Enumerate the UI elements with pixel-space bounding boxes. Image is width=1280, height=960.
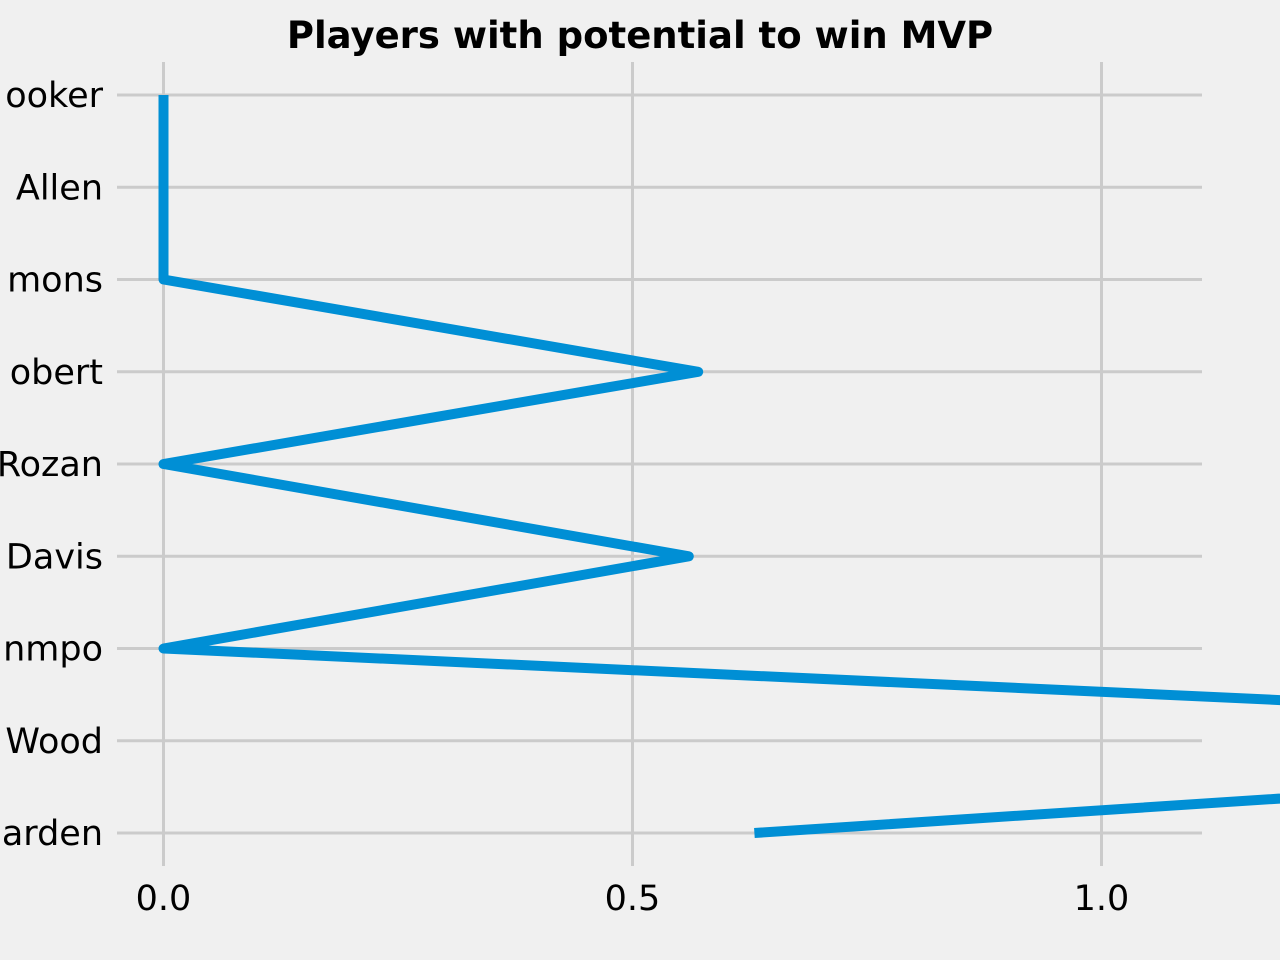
x-axis-tick-labels: 0.00.51.01.52.0 (136, 879, 1130, 919)
y-tick-label: mons (7, 261, 103, 301)
x-tick-label: 0.5 (605, 879, 661, 919)
y-tick-label: ooker (5, 76, 103, 116)
y-tick-label: Davis (6, 537, 103, 577)
series-group (158, 95, 1280, 838)
series-line (158, 95, 1280, 838)
y-tick-label: obert (10, 353, 103, 393)
y-tick-label: Wood (5, 722, 103, 762)
x-tick-label: 1.0 (1074, 879, 1130, 919)
horizontal-gridlines (117, 93, 1202, 835)
chart-title: Players with potential to win MVP (287, 14, 993, 57)
y-tick-label: nmpo (3, 630, 103, 670)
y-tick-label: Allen (16, 168, 103, 208)
x-tick-label: 0.0 (136, 879, 192, 919)
y-axis-tick-labels: ooker Allen mons obert Rozan Davis nmpo Wood ard… (0, 76, 104, 854)
y-tick-label: Rozan (0, 445, 103, 485)
y-tick-label: arden (2, 814, 103, 854)
